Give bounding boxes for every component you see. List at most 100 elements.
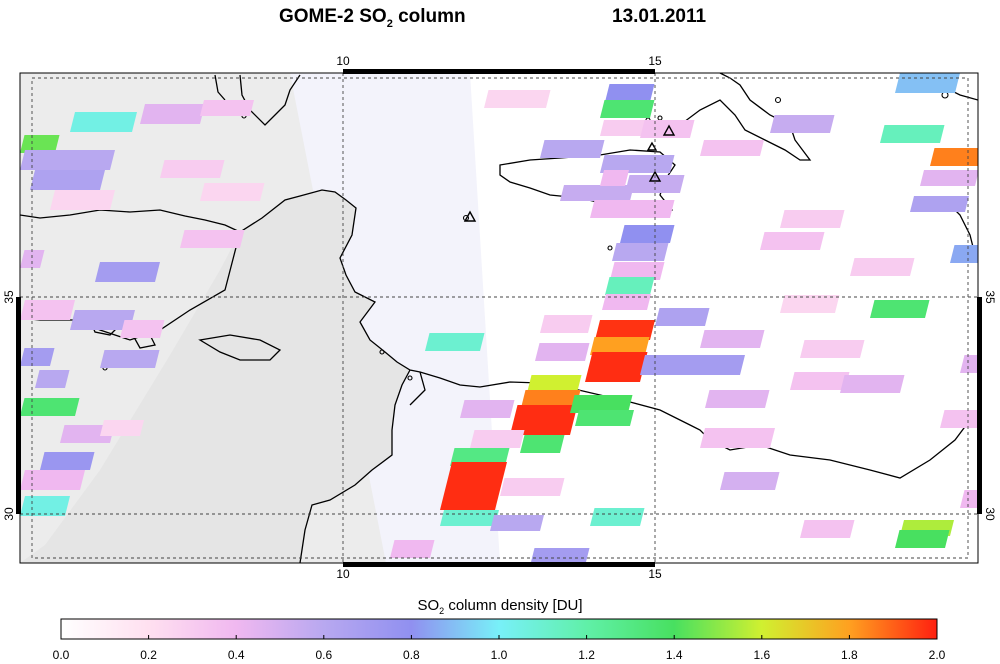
colorbar-tick-label: 0.4 [228,648,245,662]
so2-pixel [200,183,265,201]
so2-pixel [760,232,825,250]
so2-pixel [70,310,135,330]
so2-pixel [484,90,551,108]
so2-pixel [610,262,665,280]
so2-pixel [50,190,115,210]
colorbar-label-suffix: column density [DU] [444,597,583,614]
colorbar-tick-label: 0.6 [315,648,332,662]
so2-pixel [160,160,225,178]
colorbar-tick-label: 1.4 [666,648,683,662]
map-date: 13.01.2011 [612,6,707,27]
so2-pixel [655,308,710,326]
so2-pixel [800,340,865,358]
so2-pixel [20,300,75,320]
so2-pixel [880,125,945,143]
colorbar-tick-label: 1.6 [753,648,770,662]
lat-label-left-30: 30 [2,507,16,521]
so2-pixel [460,400,515,418]
lon-label-top-10: 10 [336,54,350,68]
border-scale-right [977,297,982,514]
so2-pixel [20,398,80,416]
colorbar-tick-label: 2.0 [929,648,946,662]
so2-pixel [500,478,565,496]
so2-pixel [440,510,499,526]
colorbar-ticks: 0.0 0.2 0.4 0.6 0.8 1.0 1.2 1.4 1.6 1.8 2.0 [53,635,946,662]
so2-pixel [570,395,633,413]
so2-pixel [200,100,254,116]
lat-label-right-35: 35 [983,290,997,304]
lon-label-bottom-10: 10 [336,567,350,581]
so2-pixel [527,375,582,393]
so2-pixels [20,73,978,563]
so2-pixel [910,196,969,212]
so2-pixel [770,115,835,133]
so2-pixel [780,210,845,228]
so2-pixel [600,170,629,186]
so2-pixel [850,258,915,276]
so2-pixel [470,430,525,448]
so2-pixel [602,294,651,310]
so2-pixel [605,277,655,295]
so2-pixel [930,148,978,166]
so2-pixel [920,170,978,186]
so2-pixel [20,470,85,490]
so2-pixel [700,428,775,448]
so2-pixel [620,225,675,243]
so2-pixel [590,508,645,526]
title-subscript: 2 [386,17,393,30]
so2-pixel [530,548,590,563]
so2-pixel [535,343,590,361]
so2-pixel [540,140,605,158]
colorbar-tick-label: 0.8 [403,648,420,662]
so2-pixel [520,435,565,453]
volcano-icon [463,210,477,222]
so2-pixel [70,112,137,132]
so2-pixel [40,452,95,470]
map-area [20,73,978,563]
so2-pixel [640,355,745,375]
so2-pixel [35,370,70,388]
colorbar-tick-label: 1.8 [841,648,858,662]
so2-pixel [590,200,675,218]
so2-pixel [780,295,840,313]
so2-pixel [510,405,578,435]
so2-pixel [20,250,45,268]
so2-pixel [895,73,960,93]
so2-pixel [440,462,507,510]
border-scale-top [343,69,655,74]
colorbar-tick-label: 0.2 [140,648,157,662]
border-scale-bottom [343,562,655,567]
so2-pixel [30,170,105,190]
so2-pixel [390,540,435,558]
so2-pixel [960,490,978,508]
so2-pixel [180,230,245,248]
so2-pixel [700,140,764,156]
border-scale-left [16,297,21,514]
so2-pixel [870,300,930,318]
so2-pixel [612,243,669,261]
so2-pixel [450,448,510,466]
colorbar-tick-label: 0.0 [53,648,70,662]
lat-label-left-35: 35 [2,290,16,304]
title-prefix: GOME-2 SO [279,6,387,27]
so2-pixel [605,84,655,102]
so2-pixel [575,410,634,426]
colorbar-tick-label: 1.0 [491,648,508,662]
volcano-markers [463,124,676,222]
swath-edge [290,73,500,563]
title-suffix: column [392,6,466,27]
so2-pixel [20,150,115,170]
so2-pixel [600,100,655,118]
so2-pixel [595,320,655,340]
volcano-icon [662,124,676,136]
so2-pixel [700,330,765,348]
so2-pixel [140,104,205,124]
so2-pixel [790,372,850,390]
map-title: GOME-2 SO2 column [279,6,466,30]
so2-pixel [20,135,60,153]
so2-pixel [490,515,544,531]
so2-pixel [560,185,634,201]
so2-pixel [600,155,675,173]
so2-pixel [20,496,70,516]
colorbar-label: SO2 column density [DU] [0,597,1000,616]
